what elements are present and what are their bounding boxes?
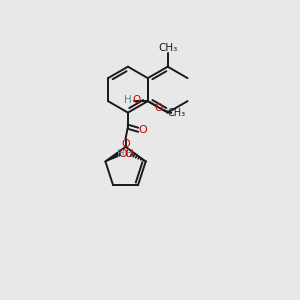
Text: O: O xyxy=(138,125,147,135)
Text: O: O xyxy=(133,95,141,105)
Text: O: O xyxy=(124,148,133,158)
Text: CH₃: CH₃ xyxy=(158,43,177,52)
Text: H: H xyxy=(126,148,134,158)
Polygon shape xyxy=(105,153,120,161)
Text: H: H xyxy=(124,95,132,105)
Text: H: H xyxy=(117,148,125,158)
Text: O: O xyxy=(155,103,163,112)
Text: CH₃: CH₃ xyxy=(167,108,185,118)
Text: O: O xyxy=(118,148,127,158)
Text: O: O xyxy=(121,139,130,148)
